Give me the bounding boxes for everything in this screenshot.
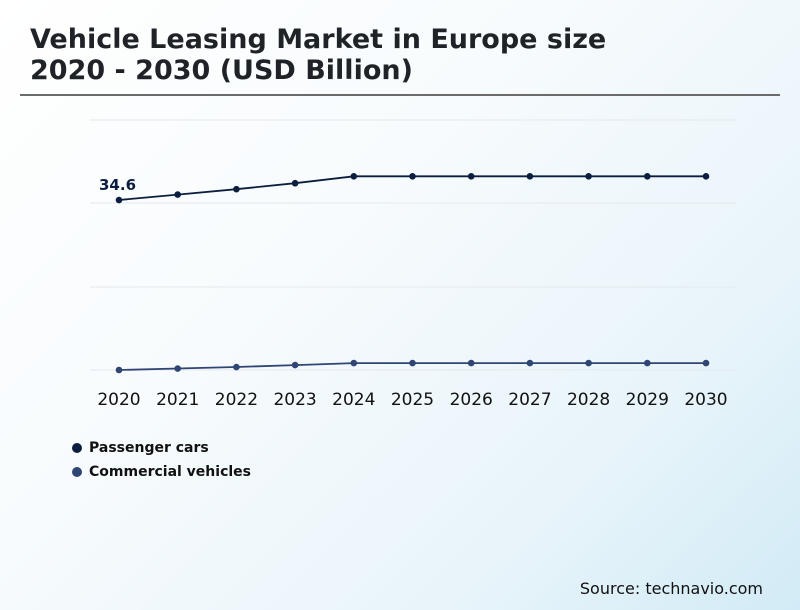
x-tick-label-2020: 2020 <box>97 390 140 410</box>
data-point-passenger-cars-2030 <box>702 173 710 180</box>
x-tick-label-2026: 2026 <box>450 390 493 410</box>
data-point-commercial-vehicles-2024 <box>350 359 358 367</box>
chart-title-line-1: Vehicle Leasing Market in Europe size <box>30 24 607 55</box>
data-point-passenger-cars-2027 <box>526 173 534 180</box>
data-point-commercial-vehicles-2029 <box>644 359 651 367</box>
chart-title: Vehicle Leasing Market in Europe size 20… <box>30 24 606 86</box>
data-point-passenger-cars-2029 <box>644 173 651 180</box>
data-label-2020: 34.6 <box>99 176 136 194</box>
data-point-commercial-vehicles-2021 <box>174 365 181 372</box>
data-point-commercial-vehicles-2027 <box>526 359 534 367</box>
data-point-passenger-cars-2021 <box>174 191 181 198</box>
data-point-passenger-cars-2024 <box>350 173 358 180</box>
legend-label-passenger-cars: Passenger cars <box>89 440 209 456</box>
x-tick-label-2023: 2023 <box>273 390 316 410</box>
data-point-commercial-vehicles-2025 <box>409 359 416 367</box>
x-tick-label-2030: 2030 <box>684 390 727 410</box>
source-note: Source: technavio.com <box>579 579 763 598</box>
legend: Passenger cars Commercial vehicles <box>72 436 251 484</box>
data-point-commercial-vehicles-2022 <box>233 363 240 371</box>
data-point-commercial-vehicles-2026 <box>467 359 475 367</box>
legend-marker-commercial-vehicles <box>72 467 82 477</box>
x-tick-label-2021: 2021 <box>156 390 199 410</box>
data-point-passenger-cars-2020 <box>115 196 123 204</box>
x-tick-label-2027: 2027 <box>508 390 551 410</box>
data-point-commercial-vehicles-2020 <box>115 366 123 374</box>
data-point-commercial-vehicles-2030 <box>702 359 710 367</box>
data-point-passenger-cars-2028 <box>585 173 592 180</box>
x-tick-label-2028: 2028 <box>567 390 610 410</box>
x-tick-label-2024: 2024 <box>332 390 375 410</box>
x-tick-label-2025: 2025 <box>391 390 434 410</box>
legend-marker-passenger-cars <box>72 443 82 453</box>
data-point-commercial-vehicles-2023 <box>291 361 299 369</box>
legend-item-commercial-vehicles: Commercial vehicles <box>72 460 251 484</box>
data-point-passenger-cars-2023 <box>291 179 299 187</box>
series-line-passenger-cars <box>118 175 706 201</box>
legend-label-commercial-vehicles: Commercial vehicles <box>89 464 251 480</box>
legend-item-passenger-cars: Passenger cars <box>72 436 251 460</box>
data-point-commercial-vehicles-2028 <box>585 359 592 367</box>
title-divider <box>20 94 780 96</box>
data-point-passenger-cars-2026 <box>467 173 475 180</box>
chart-title-line-2: 2020 - 2030 (USD Billion) <box>30 55 413 86</box>
data-point-passenger-cars-2025 <box>409 173 416 180</box>
x-tick-label-2022: 2022 <box>215 390 258 410</box>
data-point-passenger-cars-2022 <box>233 185 240 193</box>
x-tick-label-2029: 2029 <box>626 390 669 410</box>
